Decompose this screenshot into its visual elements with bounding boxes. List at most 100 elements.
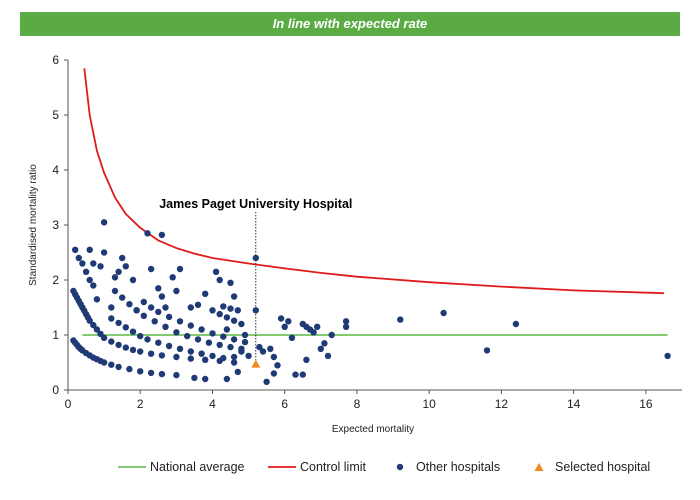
other-hospital-point (176, 345, 184, 352)
other-hospital-point (216, 341, 223, 349)
x-tick-label: 4 (209, 397, 216, 411)
other-hospital-point (140, 298, 147, 306)
other-hospital-point (220, 303, 227, 310)
other-hospital-point (119, 254, 126, 262)
other-hospital-point (321, 340, 328, 347)
other-hospital-point (137, 348, 144, 355)
other-hospital-point (129, 328, 137, 335)
other-hospital-point (79, 260, 86, 267)
other-hospital-point (310, 329, 317, 336)
other-hospital-point (108, 338, 115, 345)
other-hospital-point (202, 356, 209, 363)
other-hospital-point (75, 254, 83, 262)
other-hospital-point (115, 363, 122, 371)
y-tick-label: 0 (52, 383, 59, 397)
other-hospital-point (292, 371, 299, 378)
other-hospital-point (115, 341, 122, 349)
other-hospital-point (299, 371, 306, 378)
other-hospital-point (140, 312, 147, 319)
other-hospital-point (440, 309, 447, 317)
other-hospital-point (220, 354, 227, 362)
other-hospital-point (259, 348, 267, 355)
legend: National average Control limit Other hos… (118, 460, 650, 474)
other-hospital-point (202, 375, 209, 383)
legend-selected-hospital-swatch (534, 463, 544, 471)
other-hospital-point (397, 316, 404, 323)
other-hospital-point (277, 315, 285, 322)
other-hospital-point (220, 333, 227, 340)
other-hospital-point (342, 318, 350, 325)
other-hospital-point (209, 330, 216, 337)
other-hospital-point (241, 331, 249, 339)
other-hospital-point (122, 344, 129, 351)
other-hospital-point (212, 268, 220, 275)
other-hospital-point (238, 320, 245, 328)
y-tick-label: 1 (52, 328, 59, 342)
legend-national-average-label: National average (150, 460, 245, 474)
other-hospital-point (122, 263, 129, 270)
other-hospital-point (155, 308, 162, 316)
x-tick-label: 0 (65, 397, 72, 411)
other-hospital-point (147, 265, 155, 273)
legend-other-hospitals-label: Other hospitals (416, 460, 500, 474)
annotation-layer: James Paget University Hospital (159, 197, 352, 361)
other-hospital-point (317, 345, 324, 352)
other-hospital-point (100, 359, 108, 366)
x-tick-label: 16 (639, 397, 653, 411)
other-hospital-point (270, 370, 278, 377)
other-hospital-point (100, 334, 108, 341)
other-hospital-point (144, 230, 151, 237)
other-hospital-point (223, 326, 231, 333)
legend-other-hospitals-swatch (396, 463, 404, 471)
other-hospital-point (245, 352, 252, 360)
other-hospital-point (238, 348, 245, 355)
other-hospital-point (158, 352, 166, 359)
other-hospital-point (173, 287, 180, 295)
other-hospital-point (111, 287, 119, 295)
annotation-label: James Paget University Hospital (159, 197, 352, 211)
x-tick-label: 12 (495, 397, 509, 411)
other-hospital-point (202, 290, 209, 297)
other-hospital-point (155, 285, 162, 292)
other-hospital-point (129, 346, 137, 354)
other-hospital-point (133, 307, 140, 314)
other-hospital-point (187, 322, 194, 329)
x-tick-label: 2 (137, 397, 144, 411)
other-hospital-point (512, 320, 520, 328)
other-hospital-point (241, 338, 249, 346)
other-hospital-point (252, 307, 259, 314)
other-hospital-point (155, 339, 162, 346)
other-hospital-point (230, 317, 238, 324)
other-hospital-point (165, 313, 173, 321)
other-hospital-point (111, 274, 119, 281)
other-hospital-point (198, 326, 205, 333)
other-hospital-point (162, 304, 169, 311)
other-hospital-point (194, 336, 202, 343)
other-hospital-point (126, 365, 133, 373)
control-limit-layer (83, 68, 664, 295)
other-hospital-point (93, 296, 101, 303)
other-hospital-point (230, 293, 238, 300)
other-hospital-point (285, 318, 292, 325)
other-hospital-point (86, 276, 93, 284)
other-hospital-point (227, 343, 234, 351)
other-hospital-point (227, 305, 234, 312)
other-hospital-point (256, 343, 263, 351)
x-tick-label: 10 (422, 397, 436, 411)
other-hospital-point (82, 268, 90, 275)
other-hospital-point (151, 318, 158, 325)
other-hospital-point (173, 371, 180, 379)
other-hospital-point (230, 336, 238, 343)
legend-selected-hospital-label: Selected hospital (555, 460, 650, 474)
other-hospital-point (90, 282, 97, 289)
other-hospital-point (314, 323, 321, 330)
other-hospital-point (223, 314, 231, 321)
other-hospital-point (158, 293, 166, 300)
other-hospital-point (173, 353, 180, 361)
other-hospital-point (198, 350, 205, 357)
other-hospital-point (90, 321, 97, 329)
other-hospital-point (147, 369, 155, 377)
other-hospital-point (205, 339, 213, 346)
control-limit-line (83, 68, 664, 295)
